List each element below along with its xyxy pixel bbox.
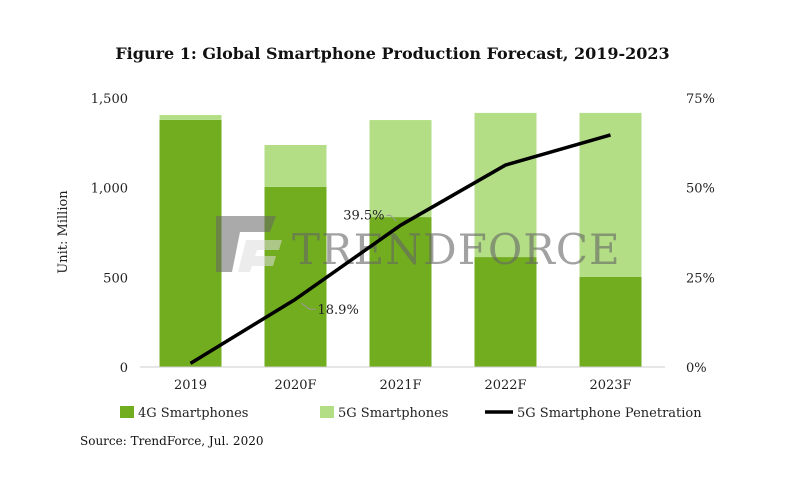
legend-label: 5G Smartphone Penetration xyxy=(517,406,702,421)
data-label: 39.5% xyxy=(343,208,384,223)
y2-tick-label: 0% xyxy=(686,361,707,376)
bar-4g-smartphones xyxy=(369,217,432,367)
bar-5g-smartphones xyxy=(264,144,327,187)
watermark-text: TRENDFORCE xyxy=(292,225,621,274)
x-tick-label: 2022F xyxy=(484,378,526,393)
bar-4g-smartphones xyxy=(264,186,327,367)
y-tick-label: 0 xyxy=(120,361,128,376)
y2-tick-label: 25% xyxy=(686,271,715,286)
bar-5g-smartphones xyxy=(369,120,432,218)
y2-tick-label: 50% xyxy=(686,182,715,197)
bar-4g-smartphones xyxy=(474,257,537,367)
chart-title: Figure 1: Global Smartphone Production F… xyxy=(115,44,670,63)
bar-5g-smartphones xyxy=(159,115,222,120)
x-tick-label: 2020F xyxy=(274,378,316,393)
y-axis-label: Unit: Million xyxy=(56,190,71,274)
bar-4g-smartphones xyxy=(579,276,642,367)
bar-4g-smartphones xyxy=(159,119,222,368)
data-label: 18.9% xyxy=(318,303,359,318)
x-tick-label: 2023F xyxy=(589,378,631,393)
y-tick-label: 1,000 xyxy=(91,182,128,197)
chart-source: Source: TrendForce, Jul. 2020 xyxy=(80,434,264,448)
legend-swatch xyxy=(120,406,134,418)
x-tick-label: 2019 xyxy=(174,378,207,393)
y-tick-label: 500 xyxy=(103,271,128,286)
y2-tick-label: 75% xyxy=(686,92,715,107)
y-tick-label: 1,500 xyxy=(91,92,128,107)
annotation-leader xyxy=(301,302,316,310)
legend-label: 5G Smartphones xyxy=(338,406,448,421)
watermark-logo xyxy=(216,216,282,272)
x-tick-label: 2021F xyxy=(379,378,421,393)
legend-swatch xyxy=(320,406,334,418)
legend-label: 4G Smartphones xyxy=(138,406,248,421)
bar-5g-smartphones xyxy=(474,112,537,258)
annotation-leader xyxy=(386,214,397,222)
